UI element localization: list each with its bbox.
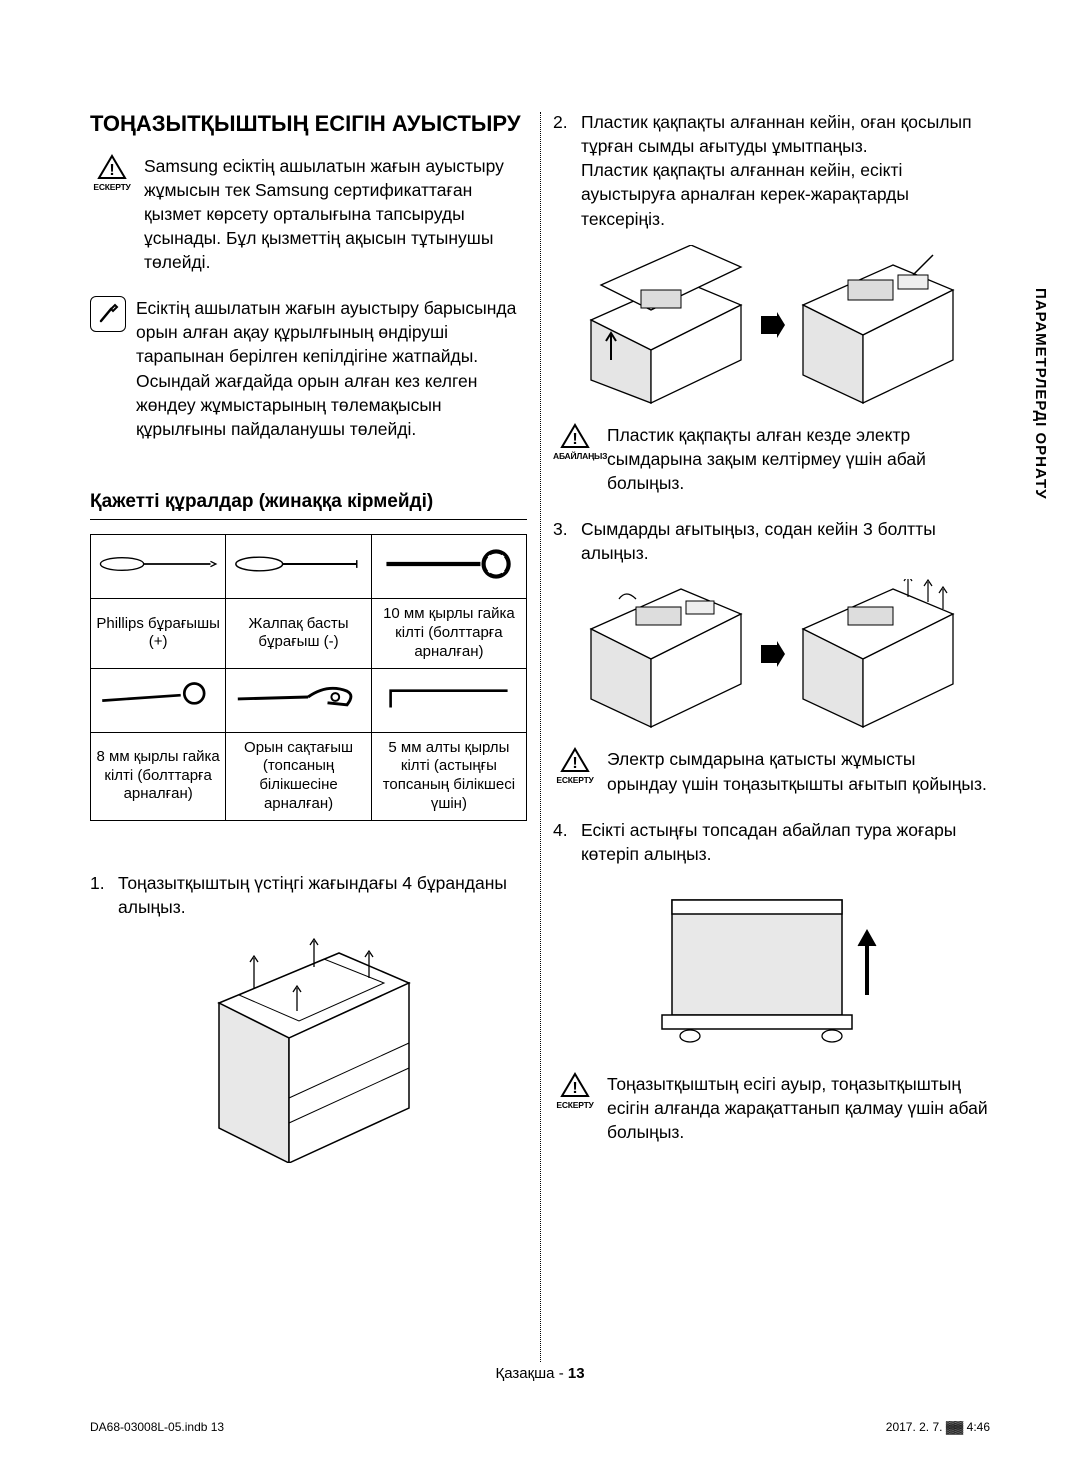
figure-step2 bbox=[553, 245, 990, 405]
arrow-right-icon bbox=[759, 641, 785, 667]
step-2b-text: Пластик қақпақты алғаннан кейін, есікті … bbox=[581, 160, 909, 228]
note-block: Есіктің ашылатын жағын ауыстыру барысынд… bbox=[90, 296, 527, 441]
step-4-text: Есікті астыңғы топсадан абайлап тура жоғ… bbox=[581, 818, 990, 866]
footer-bar: DA68-03008L-05.indb 13 2017. 2. 7. ▓▓ 4:… bbox=[90, 1420, 990, 1434]
warning-3: ! ЕСКЕРТУ Электр сымдарына қатысты жұмыс… bbox=[553, 747, 990, 795]
svg-text:!: ! bbox=[109, 162, 114, 179]
figure-step1 bbox=[90, 933, 527, 1163]
figure-step4 bbox=[553, 880, 990, 1050]
page-title: ТОҢАЗЫТҚЫШТЫҢ ЕСІГІН АУЫСТЫРУ bbox=[90, 110, 527, 138]
tool-cell-2: Жалпақ басты бұрағыш (-) bbox=[226, 599, 372, 668]
step-3: 3. Сымдарды ағытыңыз, содан кейін 3 болт… bbox=[553, 517, 990, 565]
step-2: 2. Пластик қақпақты алғаннан кейін, оған… bbox=[553, 110, 990, 231]
tool-cell-6: 5 мм алты қырлы кілті (астыңғы топсаның … bbox=[371, 732, 526, 820]
footer-page-number: Қазақша - 13 bbox=[0, 1365, 1080, 1382]
caution-icon: ! ЕСКЕРТУ bbox=[553, 747, 597, 787]
tool-cell-5: Орын сақтағыш (топсаның білікшесіне арна… bbox=[226, 732, 372, 820]
arrow-right-icon bbox=[759, 312, 785, 338]
warning-2: ! АБАЙЛАҢЫЗ Пластик қақпақты алған кезде… bbox=[553, 423, 990, 495]
svg-text:!: ! bbox=[572, 755, 577, 772]
warning-3-text: Электр сымдарына қатысты жұмысты орындау… bbox=[607, 747, 990, 795]
warning-4-text: Тоңазытқыштың есігі ауыр, тоңазытқыштың … bbox=[607, 1072, 990, 1144]
step-3-text: Сымдарды ағытыңыз, содан кейін 3 болтты … bbox=[581, 517, 990, 565]
step-4: 4. Есікті астыңғы топсадан абайлап тура … bbox=[553, 818, 990, 866]
note-icon bbox=[90, 296, 126, 332]
tool-cell-3: 10 мм қырлы гайка кілті (болттарға арнал… bbox=[371, 599, 526, 668]
warning-4: ! ЕСКЕРТУ Тоңазытқыштың есігі ауыр, тоңа… bbox=[553, 1072, 990, 1144]
tool-cell-1: Phillips бұрағышы (+) bbox=[91, 599, 226, 668]
footer-right: 2017. 2. 7. ▓▓ 4:46 bbox=[886, 1420, 990, 1434]
warning-2-text: Пластик қақпақты алған кезде электр сымд… bbox=[607, 423, 990, 495]
warning-1: ! ЕСКЕРТУ Samsung есіктің ашылатын жағын… bbox=[90, 154, 527, 275]
figure-step3 bbox=[553, 579, 990, 729]
subheading-tools: Қажетті құралдар (жинаққа кірмейді) bbox=[90, 489, 527, 520]
tools-table: Phillips бұрағышы (+) Жалпақ басты бұрағ… bbox=[90, 534, 527, 820]
svg-text:!: ! bbox=[572, 431, 577, 448]
side-tab: ПАРАМЕТРЛЕРДІ ОРНАТУ bbox=[1029, 288, 1050, 500]
warning-1-text: Samsung есіктің ашылатын жағын ауыстыру … bbox=[144, 154, 527, 275]
caution-icon: ! ЕСКЕРТУ bbox=[553, 1072, 597, 1112]
step-2a-text: Пластик қақпақты алғаннан кейін, оған қо… bbox=[581, 112, 972, 156]
svg-text:!: ! bbox=[572, 1080, 577, 1097]
step-1-text: Тоңазытқыштың үстіңгі жағындағы 4 бұранд… bbox=[118, 871, 527, 919]
footer-left: DA68-03008L-05.indb 13 bbox=[90, 1420, 224, 1434]
caution-icon: ! ЕСКЕРТУ bbox=[90, 154, 134, 194]
tool-cell-4: 8 мм қырлы гайка кілті (болттарға арналғ… bbox=[91, 732, 226, 820]
caution-icon: ! АБАЙЛАҢЫЗ bbox=[553, 423, 597, 463]
step-1: 1. Тоңазытқыштың үстіңгі жағындағы 4 бұр… bbox=[90, 871, 527, 919]
note-text: Есіктің ашылатын жағын ауыстыру барысынд… bbox=[136, 296, 527, 441]
